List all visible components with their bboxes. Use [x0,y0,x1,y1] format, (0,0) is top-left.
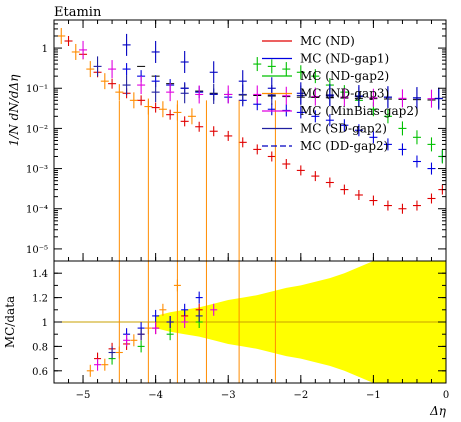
ratio-y-axis-label: MC/data [3,296,17,348]
legend-entry: MC (ND-gap1) [300,52,389,66]
ratio-y-tick-label: 1.2 [32,294,48,305]
legend-entry: MC (SD-gap2) [300,122,387,136]
x-tick-label: −5 [76,390,91,401]
main-plot-area [57,27,446,261]
legend-entry: MC (MinBias-gap2) [300,104,419,118]
x-tick-label: −3 [221,390,236,401]
ratio-y-tick-label: 0.8 [32,342,48,353]
y-tick-label: 1 [42,44,48,55]
y-tick-label: 10⁻² [26,124,48,135]
legend-entry: MC (ND-gap2) [300,69,389,83]
y-tick-label: 10⁻³ [26,165,48,176]
legend-entry: MC (ND-gap3) [300,87,389,101]
x-axis-label: Δη [429,404,447,418]
x-tick-label: −4 [148,390,163,401]
main-y-axis-label: 1/N dN/dΔη [7,74,21,147]
x-tick-label: 0 [443,390,449,401]
x-tick-label: −2 [293,390,308,401]
ratio-y-tick-label: 0.6 [32,367,48,378]
x-tick-label: −1 [366,390,381,401]
y-tick-label: 10⁻¹ [26,84,48,95]
legend-entry: MC (ND) [300,34,355,48]
ratio-y-tick-label: 1 [42,318,48,329]
ratio-y-tick-label: 1.4 [32,269,48,280]
legend-entry: MC (DD-gap2) [300,139,388,153]
chart-title: Etamin [54,5,102,20]
y-tick-label: 10⁻⁵ [26,245,48,256]
ratio-plot-area [54,261,446,383]
y-tick-label: 10⁻⁴ [26,205,48,216]
